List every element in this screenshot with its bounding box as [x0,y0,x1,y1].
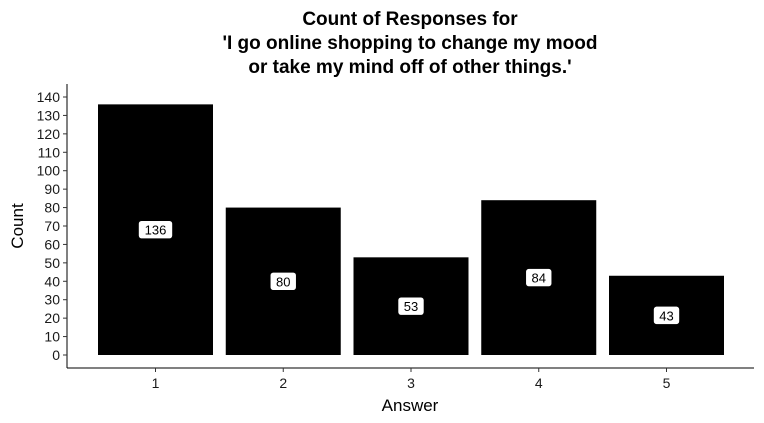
y-tick-label: 110 [38,144,61,160]
y-tick-label: 100 [37,163,61,179]
y-tick-label: 130 [37,107,61,123]
y-tick-label: 120 [37,126,61,142]
data-label: 84 [532,271,546,286]
data-label-box [138,220,173,239]
data-label: 136 [145,223,167,238]
y-tick-label: 50 [44,255,60,271]
data-label-box [269,271,297,291]
data-label: 43 [659,308,673,323]
chart-title-line-2: 'I go online shopping to change my mood [222,33,597,54]
y-tick-label: 40 [44,273,60,289]
x-tick-label: 1 [152,375,160,391]
y-tick-label: 20 [44,310,60,326]
bars-group [98,104,724,355]
y-axis-label: Count [8,203,27,249]
x-tick-label: 2 [279,375,287,391]
y-tick-label: 80 [44,200,60,216]
data-labels-group: 136 80 53 84 43 [138,220,680,325]
data-label-box [525,268,553,287]
chart-title-line-1: Count of Responses for [302,9,518,30]
y-tick-label: 140 [37,89,61,105]
data-label-box [653,306,680,325]
x-tick-label: 3 [407,375,415,391]
y-tick-label: 90 [44,181,60,197]
x-tick-label: 5 [663,375,671,391]
y-tick-label: 70 [44,218,60,234]
y-axis-ticks: 0 10 20 30 40 50 60 70 80 90 100 110 120 130 140 [37,89,67,363]
data-label-box [397,296,425,316]
x-axis-label: Answer [382,396,439,415]
x-tick-label: 4 [535,375,543,391]
y-tick-label: 0 [52,347,60,363]
y-tick-label: 10 [44,329,60,345]
data-label: 80 [276,274,290,289]
chart-title-line-3: or take my mind off of other things.' [248,57,571,78]
chart-title: Count of Responses for 'I go online shop… [222,9,597,78]
y-tick-label: 60 [44,236,60,252]
x-axis-ticks: 1 2 3 4 5 [152,368,671,391]
y-tick-label: 30 [44,292,60,308]
data-label: 53 [404,299,418,314]
